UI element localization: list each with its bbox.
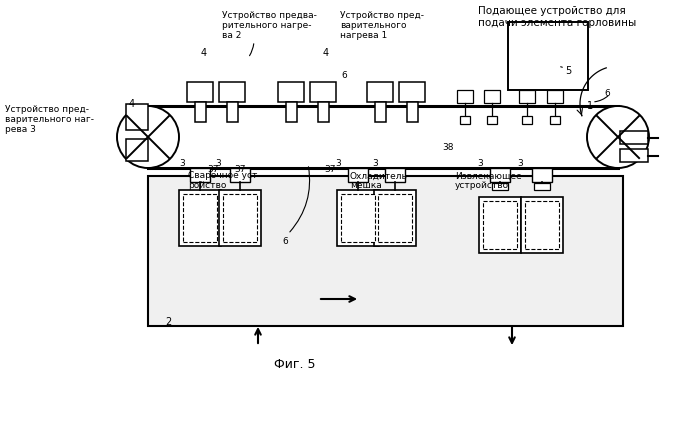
- Bar: [547, 90, 563, 103]
- Bar: [519, 90, 535, 103]
- Bar: [522, 116, 532, 124]
- Text: 3: 3: [517, 158, 523, 167]
- Text: Подающее устройство для: Подающее устройство для: [478, 6, 626, 16]
- Text: 3: 3: [335, 158, 341, 167]
- Bar: [126, 139, 148, 161]
- Bar: [219, 190, 261, 246]
- Bar: [187, 82, 213, 102]
- Text: 3: 3: [477, 158, 483, 167]
- Bar: [399, 82, 425, 102]
- Bar: [620, 131, 648, 144]
- Bar: [620, 149, 648, 162]
- Bar: [183, 194, 217, 242]
- Text: Устройство пред-: Устройство пред-: [5, 106, 89, 115]
- Text: 6: 6: [282, 236, 288, 245]
- Text: мешка: мешка: [350, 181, 382, 190]
- Bar: [341, 194, 375, 242]
- Bar: [126, 104, 148, 130]
- Text: нагрева 1: нагрева 1: [340, 32, 387, 40]
- Text: 1: 1: [587, 101, 593, 111]
- Bar: [385, 168, 405, 182]
- Text: подачи элемента горловины: подачи элемента горловины: [478, 18, 636, 28]
- Text: Сварочное уст-: Сварочное уст-: [188, 172, 260, 181]
- Text: 37: 37: [234, 165, 246, 175]
- Text: 3: 3: [372, 158, 378, 167]
- Bar: [348, 168, 368, 182]
- Bar: [337, 190, 379, 246]
- Bar: [367, 82, 393, 102]
- Text: варительного наг-: варительного наг-: [5, 115, 94, 124]
- Bar: [521, 197, 563, 253]
- Bar: [484, 90, 500, 103]
- Text: устройство: устройство: [455, 181, 509, 190]
- Text: 4: 4: [201, 48, 207, 58]
- Bar: [219, 82, 245, 102]
- Text: 4: 4: [129, 99, 135, 109]
- Text: 5: 5: [565, 66, 571, 76]
- Bar: [378, 194, 412, 242]
- Text: 4: 4: [323, 48, 329, 58]
- Text: рительного нагре-: рительного нагре-: [222, 21, 312, 31]
- Bar: [278, 82, 304, 102]
- Text: Извлекающее: Извлекающее: [455, 172, 522, 181]
- Text: Охладитель: Охладитель: [350, 172, 408, 181]
- Text: 3: 3: [215, 158, 221, 167]
- Circle shape: [117, 106, 179, 168]
- Bar: [460, 116, 470, 124]
- Text: 2: 2: [165, 317, 171, 327]
- Bar: [179, 190, 221, 246]
- Bar: [310, 82, 336, 102]
- Bar: [374, 190, 416, 246]
- Circle shape: [587, 106, 649, 168]
- Bar: [286, 102, 297, 122]
- Bar: [483, 201, 517, 249]
- Bar: [190, 168, 210, 182]
- Text: 37: 37: [207, 165, 218, 175]
- Bar: [407, 102, 417, 122]
- Bar: [318, 102, 328, 122]
- Bar: [492, 183, 508, 190]
- Bar: [487, 116, 497, 124]
- Bar: [374, 102, 386, 122]
- Bar: [457, 90, 473, 103]
- Text: 38: 38: [442, 144, 454, 153]
- Text: Устройство предва-: Устройство предва-: [222, 12, 317, 20]
- Bar: [490, 168, 510, 182]
- Bar: [532, 168, 552, 182]
- Bar: [227, 102, 237, 122]
- Bar: [230, 168, 250, 182]
- Text: рева 3: рева 3: [5, 126, 36, 135]
- Bar: [550, 116, 560, 124]
- Bar: [223, 194, 257, 242]
- Text: 37: 37: [324, 165, 336, 175]
- Bar: [534, 183, 550, 190]
- Text: 6: 6: [604, 89, 610, 98]
- Text: 6: 6: [341, 72, 347, 81]
- Bar: [195, 102, 206, 122]
- Text: 3: 3: [179, 158, 185, 167]
- Text: Фиг. 5: Фиг. 5: [274, 357, 316, 371]
- Text: Устройство пред-: Устройство пред-: [340, 12, 424, 20]
- Text: ва 2: ва 2: [222, 32, 242, 40]
- Text: варительного: варительного: [340, 21, 407, 31]
- Bar: [508, 22, 588, 90]
- Bar: [479, 197, 521, 253]
- Bar: [525, 201, 559, 249]
- Text: ройство: ройство: [188, 181, 226, 190]
- Bar: [148, 176, 623, 326]
